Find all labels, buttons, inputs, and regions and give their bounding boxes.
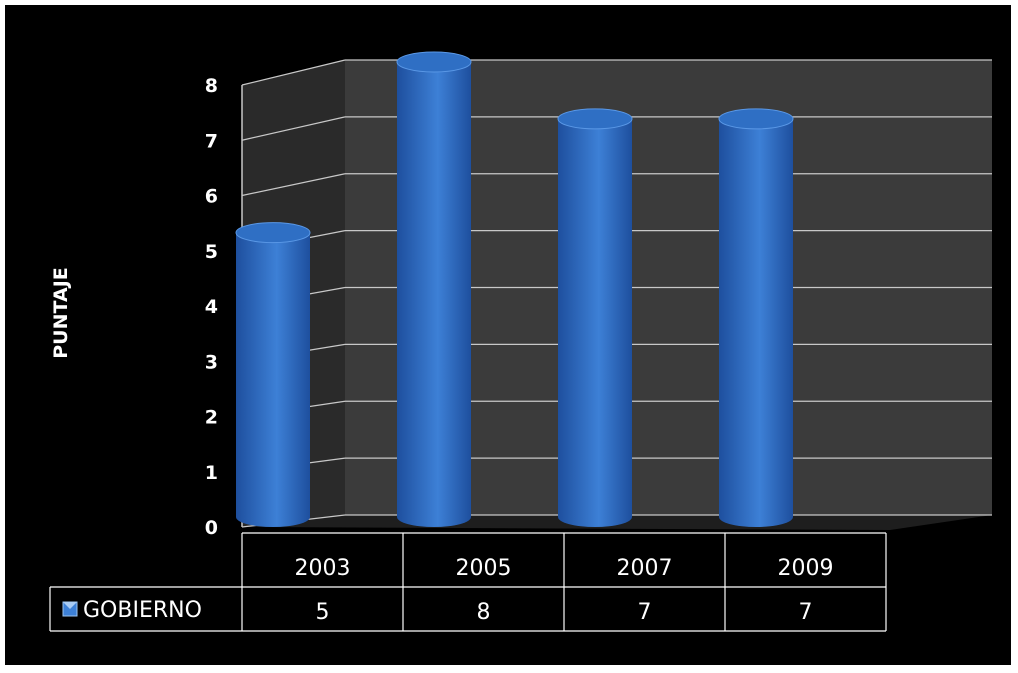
gridline-side (241, 116, 346, 141)
x-category-label: 2003 (295, 556, 351, 581)
legend-key-highlight (63, 602, 77, 609)
gridline-side (241, 59, 346, 86)
chart-svg: 0 1 2 3 4 5 6 7 8 PUNTAJE 2003 2005 2007 2009 5 8 7 7 GO… (49, 51, 992, 632)
y-tick-label: 6 (205, 186, 218, 208)
bar-2003 (235, 222, 311, 527)
y-tick-label: 8 (205, 75, 218, 97)
y-tick-label: 7 (205, 130, 218, 152)
table-value-cell: 7 (638, 600, 652, 625)
y-tick-label: 5 (205, 241, 218, 263)
bar-body (558, 118, 632, 527)
chart-frame: 0 1 2 3 4 5 6 7 8 PUNTAJE 2003 2005 2007 2009 5 8 7 7 GO… (5, 5, 1011, 665)
y-axis: 0 1 2 3 4 5 6 7 8 (205, 75, 218, 539)
table-value-cell: 7 (799, 600, 813, 625)
y-axis-label: PUNTAJE (50, 267, 72, 359)
legend-series-name: GOBIERNO (83, 598, 202, 623)
data-table: 2003 2005 2007 2009 5 8 7 7 GOBIERNO (49, 532, 887, 632)
y-tick-label: 2 (205, 407, 218, 429)
x-category-label: 2009 (778, 556, 834, 581)
table-value-cell: 8 (477, 600, 491, 625)
y-tick-label: 0 (205, 517, 218, 539)
bar-2007 (557, 108, 633, 527)
x-category-label: 2007 (617, 556, 673, 581)
y-tick-label: 3 (205, 351, 218, 373)
y-tick-label: 4 (205, 296, 218, 318)
y-tick-label: 1 (205, 462, 218, 484)
bar-top (396, 51, 472, 73)
bar-top (235, 222, 311, 244)
bar-2009 (718, 108, 794, 527)
bars-layer (235, 51, 794, 527)
bar-body (719, 118, 793, 527)
table-value-cell: 5 (316, 600, 330, 625)
bar-2005 (396, 51, 472, 527)
bar-body (397, 62, 471, 527)
gridline-side (241, 173, 346, 197)
bar-body (236, 232, 310, 527)
x-category-label: 2005 (456, 556, 512, 581)
bar-top (557, 108, 633, 130)
bar-top (718, 108, 794, 130)
